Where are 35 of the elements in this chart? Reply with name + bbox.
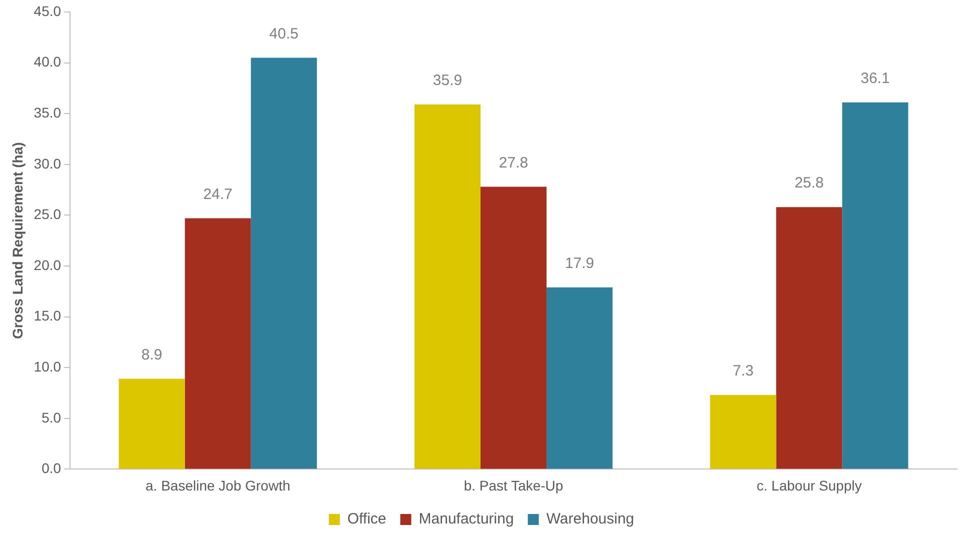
- bar: [480, 186, 547, 469]
- data-label: 8.9: [141, 346, 162, 364]
- bar: [710, 395, 776, 469]
- data-label: 40.5: [269, 25, 299, 42]
- y-axis-title: Gross Land Requirement (ha): [9, 142, 26, 340]
- bar: [414, 104, 481, 469]
- y-tick-label: 30.0: [34, 155, 62, 172]
- legend-label: Office: [347, 510, 386, 528]
- y-tick-label: 10.0: [34, 358, 62, 374]
- x-tick-label: c. Labour Supply: [756, 477, 862, 494]
- bar: [546, 287, 613, 469]
- y-tick-label: 0.0: [42, 460, 62, 476]
- bar: [842, 102, 908, 469]
- y-tick-label: 25.0: [34, 206, 62, 222]
- x-tick-label: a. Baseline Job Growth: [146, 477, 290, 494]
- legend-label: Manufacturing: [418, 510, 514, 528]
- data-label: 7.3: [732, 362, 754, 380]
- data-label: 17.9: [564, 254, 594, 272]
- data-label: 24.7: [203, 186, 232, 203]
- y-tick-label: 15.0: [34, 308, 62, 324]
- legend-label: Warehousing: [546, 510, 634, 528]
- data-label: 27.8: [498, 154, 528, 172]
- bar: [250, 58, 317, 469]
- y-tick-label: 20.0: [34, 256, 62, 273]
- data-label: 35.9: [432, 72, 462, 90]
- bar: [118, 378, 185, 469]
- y-tick-label: 35.0: [34, 104, 62, 120]
- data-label: 36.1: [860, 70, 890, 88]
- data-label: 25.8: [794, 174, 824, 192]
- y-tick-label: 40.0: [34, 54, 62, 70]
- bar: [184, 218, 251, 469]
- y-tick-label: 45.0: [34, 2, 62, 19]
- x-tick-label: b. Past Take-Up: [464, 477, 564, 494]
- y-tick-label: 5.0: [42, 409, 62, 426]
- bar: [776, 207, 842, 469]
